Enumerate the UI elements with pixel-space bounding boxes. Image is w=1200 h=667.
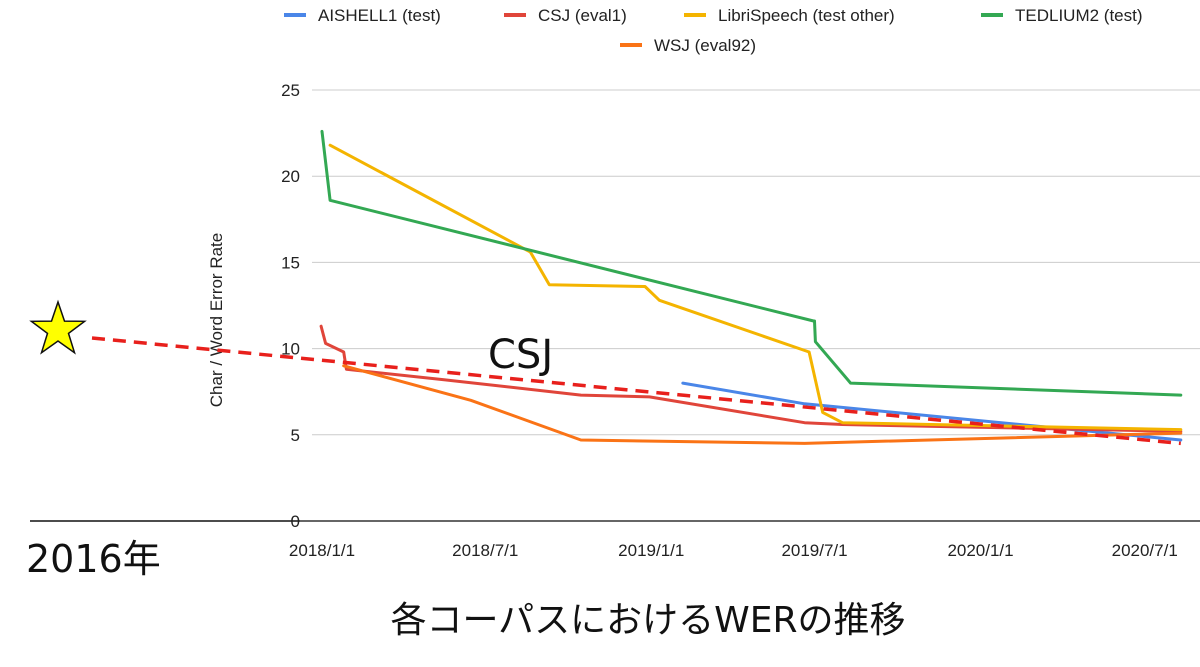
legend: AISHELL1 (test) CSJ (eval1) LibriSpeech (t… xyxy=(284,6,1143,55)
star-icon xyxy=(29,299,87,355)
start-year-label: 2016年 xyxy=(26,537,161,581)
legend-label: CSJ (eval1) xyxy=(538,6,627,25)
y-tick-label: 0 xyxy=(291,512,300,531)
y-tick-label: 5 xyxy=(291,426,300,445)
y-tick-label: 15 xyxy=(281,253,300,272)
x-tick-label: 2018/7/1 xyxy=(452,541,518,560)
legend-label: AISHELL1 (test) xyxy=(318,6,441,25)
x-tick-label: 2020/1/1 xyxy=(947,541,1013,560)
x-tick-label: 2020/7/1 xyxy=(1112,541,1178,560)
y-axis-ticks: 0 5 10 15 20 25 xyxy=(281,81,300,531)
series-line-tedlium2 xyxy=(320,129,1183,397)
series-line-csj xyxy=(319,324,1183,433)
x-tick-label: 2019/1/1 xyxy=(618,541,684,560)
chart-caption: 各コーパスにおけるWERの推移 xyxy=(391,600,906,641)
legend-label: LibriSpeech (test other) xyxy=(718,6,895,25)
legend-label: TEDLIUM2 (test) xyxy=(1015,6,1143,25)
x-tick-label: 2019/7/1 xyxy=(781,541,847,560)
csj-trend-line xyxy=(91,336,1181,446)
csj-trend-label: CSJ xyxy=(488,332,553,378)
series-lines xyxy=(319,129,1183,445)
y-axis-title: Char / Word Error Rate xyxy=(207,233,226,407)
x-axis-ticks: 2018/1/1 2018/7/1 2019/1/1 2019/7/1 2020/1/1… xyxy=(289,541,1178,560)
y-tick-label: 10 xyxy=(281,340,300,359)
legend-label: WSJ (eval92) xyxy=(654,36,756,55)
y-tick-label: 25 xyxy=(281,81,300,100)
series-line-wsj xyxy=(342,364,1183,445)
y-tick-label: 20 xyxy=(281,167,300,186)
series-line-librispeech xyxy=(328,143,1183,432)
x-tick-label: 2018/1/1 xyxy=(289,541,355,560)
gridlines xyxy=(312,89,1200,436)
